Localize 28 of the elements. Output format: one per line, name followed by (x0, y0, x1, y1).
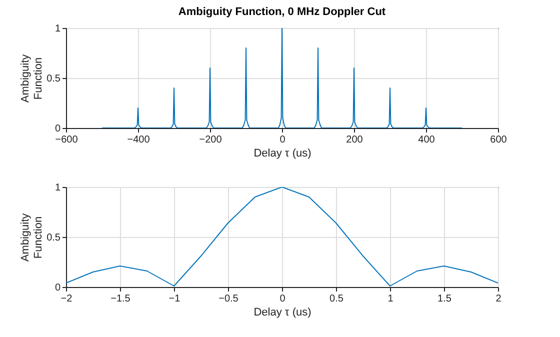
x-tick-label: −0.5 (218, 294, 239, 304)
y-tick-label: 0 (54, 282, 61, 294)
line-series (102, 28, 462, 128)
x-tick-label: 400 (418, 134, 436, 146)
x-tick-label: −200 (199, 134, 222, 146)
x-tick-label: 0.5 (330, 294, 344, 304)
x-tick-label: −2 (60, 294, 73, 304)
x-tick-label: 2 (496, 294, 502, 304)
x-tick-label: −600 (55, 134, 78, 146)
x-tick-label: 1 (388, 294, 394, 304)
y-tick-label: 1 (54, 182, 61, 194)
x-tick-label: −400 (127, 134, 150, 146)
x-tick-label: −1 (168, 294, 181, 304)
x-tick-label: 0 (280, 294, 286, 304)
chart-title: Ambiguity Function, 0 MHz Doppler Cut (178, 6, 386, 18)
y-tick-label: 1 (54, 24, 61, 34)
x-tick-label: 600 (490, 134, 508, 146)
y-axis-title: Ambiguity Function (20, 212, 45, 262)
x-axis-title: Delay τ (us) (254, 148, 312, 160)
y-tick-label: 0.5 (46, 232, 61, 244)
x-tick-label: 200 (346, 134, 364, 146)
x-tick-label: −1.5 (110, 294, 131, 304)
x-axis-title: Delay τ (us) (254, 306, 312, 318)
x-tick-label: 1.5 (438, 294, 452, 304)
x-tick-label: 0 (280, 134, 286, 146)
y-tick-label: 0 (54, 124, 61, 134)
y-axis-title: Ambiguity Function (20, 54, 45, 103)
y-tick-label: 0.5 (46, 74, 61, 84)
